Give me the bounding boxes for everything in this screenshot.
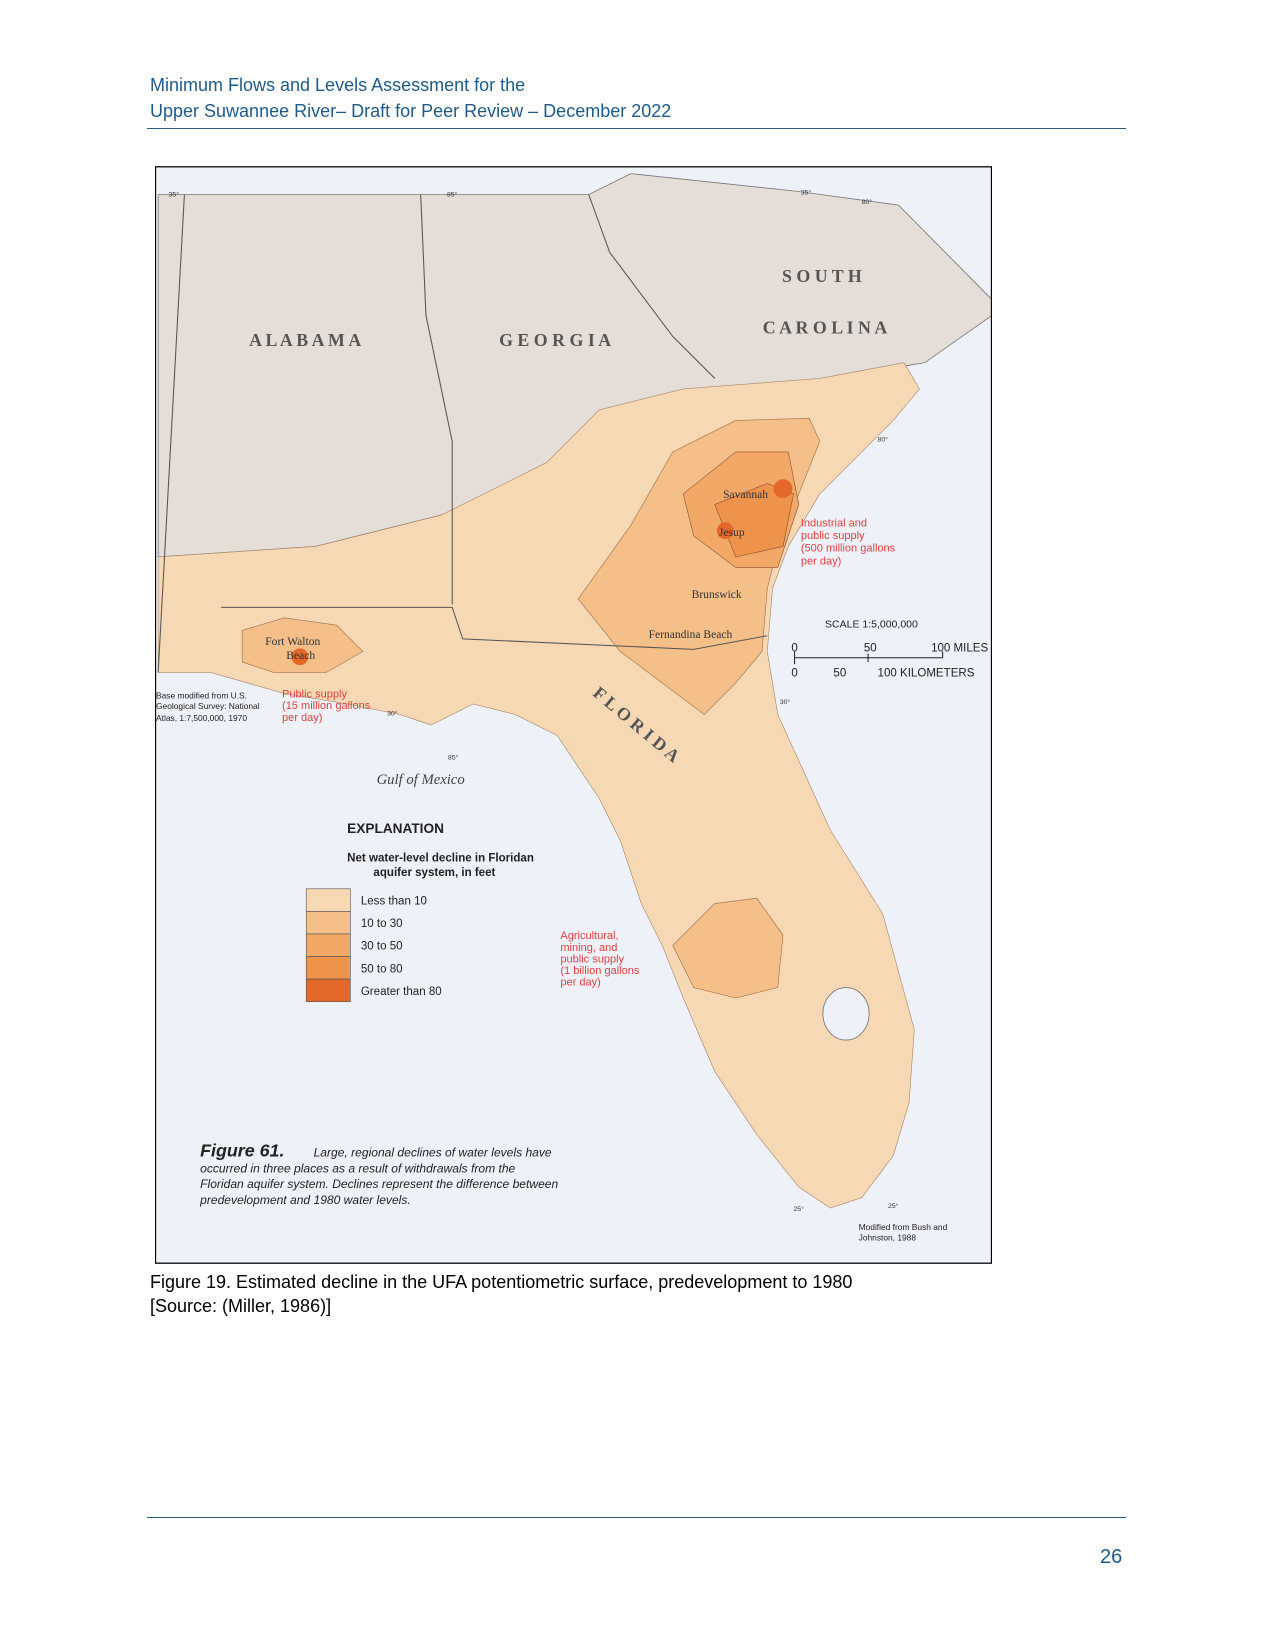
annotation: per day) — [560, 976, 600, 988]
credit: Modified from Bush and — [859, 1222, 948, 1232]
header-line: Upper Suwannee River– Draft for Peer Rev… — [150, 101, 672, 121]
page-number: 26 — [1100, 1546, 1123, 1568]
annotation: (500 million gallons — [801, 543, 896, 555]
credit: Johnston, 1988 — [859, 1233, 917, 1243]
degree-label: 35° — [169, 191, 180, 199]
caption-line: Figure 19. Estimated decline in the UFA … — [150, 1272, 853, 1292]
state-border — [157, 194, 185, 673]
gulf-label: Gulf of Mexico — [377, 772, 465, 788]
city-label: Fernandina Beach — [649, 629, 733, 641]
city-label: Savannah — [723, 489, 768, 501]
legend-swatch — [305, 956, 351, 980]
city-label: Jesup — [719, 527, 745, 539]
scale-title: SCALE 1:5,000,000 — [825, 618, 918, 630]
figure-text: Floridan aquifer system. Declines repres… — [200, 1177, 558, 1191]
figure-border — [155, 166, 992, 1264]
legend: Less than 10 10 to 30 30 to 50 50 to 80 Grea… — [305, 888, 442, 1003]
region-gt80 — [291, 648, 309, 666]
degree-label: 25° — [888, 1202, 899, 1210]
legend-label: Less than 10 — [361, 896, 427, 908]
legend-subtitle: Net water-level decline in Floridan — [347, 853, 534, 865]
annotation: Agricultural, — [560, 930, 618, 942]
scale-label: 50 — [864, 642, 877, 654]
scale-label: 0 — [791, 668, 797, 680]
region-gt80 — [716, 522, 734, 540]
figure-text: Large, regional declines of water levels… — [314, 1146, 552, 1160]
state-label: A L A B A M A — [249, 330, 361, 350]
legend-label: 30 to 50 — [361, 941, 403, 953]
legend-swatch — [305, 933, 351, 957]
scale-label: 0 — [791, 642, 797, 654]
legend-label: 10 to 30 — [361, 918, 403, 930]
state-label: C A R O L I N A — [763, 317, 888, 337]
region-50-80 — [714, 483, 794, 558]
annotation: public supply — [560, 953, 624, 965]
footer-rule — [147, 1517, 1126, 1518]
scale-label: 100 MILES — [931, 642, 988, 654]
annotation: (15 million gallons — [282, 700, 371, 712]
region-10-30 — [241, 617, 364, 673]
header-line: Minimum Flows and Levels Assessment for … — [150, 75, 526, 95]
legend-swatch — [305, 888, 351, 912]
degree-label: 80° — [862, 198, 873, 206]
annotation: per day) — [282, 712, 322, 724]
legend-swatch — [305, 978, 351, 1003]
state-label: S O U T H — [782, 266, 862, 286]
degree-label: 80° — [878, 435, 889, 443]
figure-text: predevelopment and 1980 water levels. — [199, 1193, 411, 1207]
base-note: Base modified from U.S. — [156, 691, 247, 701]
degree-label: 30° — [780, 698, 791, 706]
city-label: Fort Walton — [265, 636, 320, 648]
scale-label: 100 KILOMETERS — [878, 668, 975, 680]
lake-okeechobee — [822, 987, 870, 1041]
figure-text: occurred in three places as a result of … — [200, 1161, 515, 1175]
degree-label: 25° — [794, 1205, 805, 1213]
base-note: Atlas, 1:7,500,000, 1970 — [156, 713, 247, 723]
state-border — [588, 194, 716, 379]
figure-label: Figure 61. — [200, 1141, 284, 1161]
state-border — [221, 606, 768, 650]
annotation: public supply — [801, 530, 865, 542]
city-label: Beach — [286, 650, 315, 662]
annotation: Industrial and — [801, 517, 867, 529]
degree-label: 35° — [801, 189, 812, 197]
region-gt80 — [773, 479, 793, 499]
degree-label: 85° — [448, 754, 459, 762]
scale-label: 50 — [833, 668, 846, 680]
region-10-30 — [672, 897, 784, 999]
map-figure: S O U T H C A R O L I N A A L A B A M A … — [155, 166, 992, 1264]
caption-line: [Source: (Miller, 1986)] — [150, 1296, 332, 1316]
legend-label: 50 to 80 — [361, 963, 403, 975]
header-rule — [147, 128, 1126, 129]
state-label: G E O R G I A — [499, 330, 611, 350]
state-border — [420, 194, 453, 605]
city-label: Brunswick — [692, 589, 742, 601]
degree-label: 85° — [447, 191, 458, 199]
base-note: Geological Survey: National — [156, 701, 260, 711]
legend-title: EXPLANATION — [347, 821, 444, 836]
legend-subtitle: aquifer system, in feet — [373, 867, 495, 879]
annotation: (1 billion gallons — [560, 965, 639, 977]
annotation: mining, and — [560, 942, 617, 954]
degree-label: 30° — [387, 710, 398, 718]
legend-label: Greater than 80 — [361, 986, 442, 998]
annotation: Public supply — [282, 689, 347, 701]
annotation: per day) — [801, 555, 841, 567]
legend-swatch — [305, 911, 351, 935]
